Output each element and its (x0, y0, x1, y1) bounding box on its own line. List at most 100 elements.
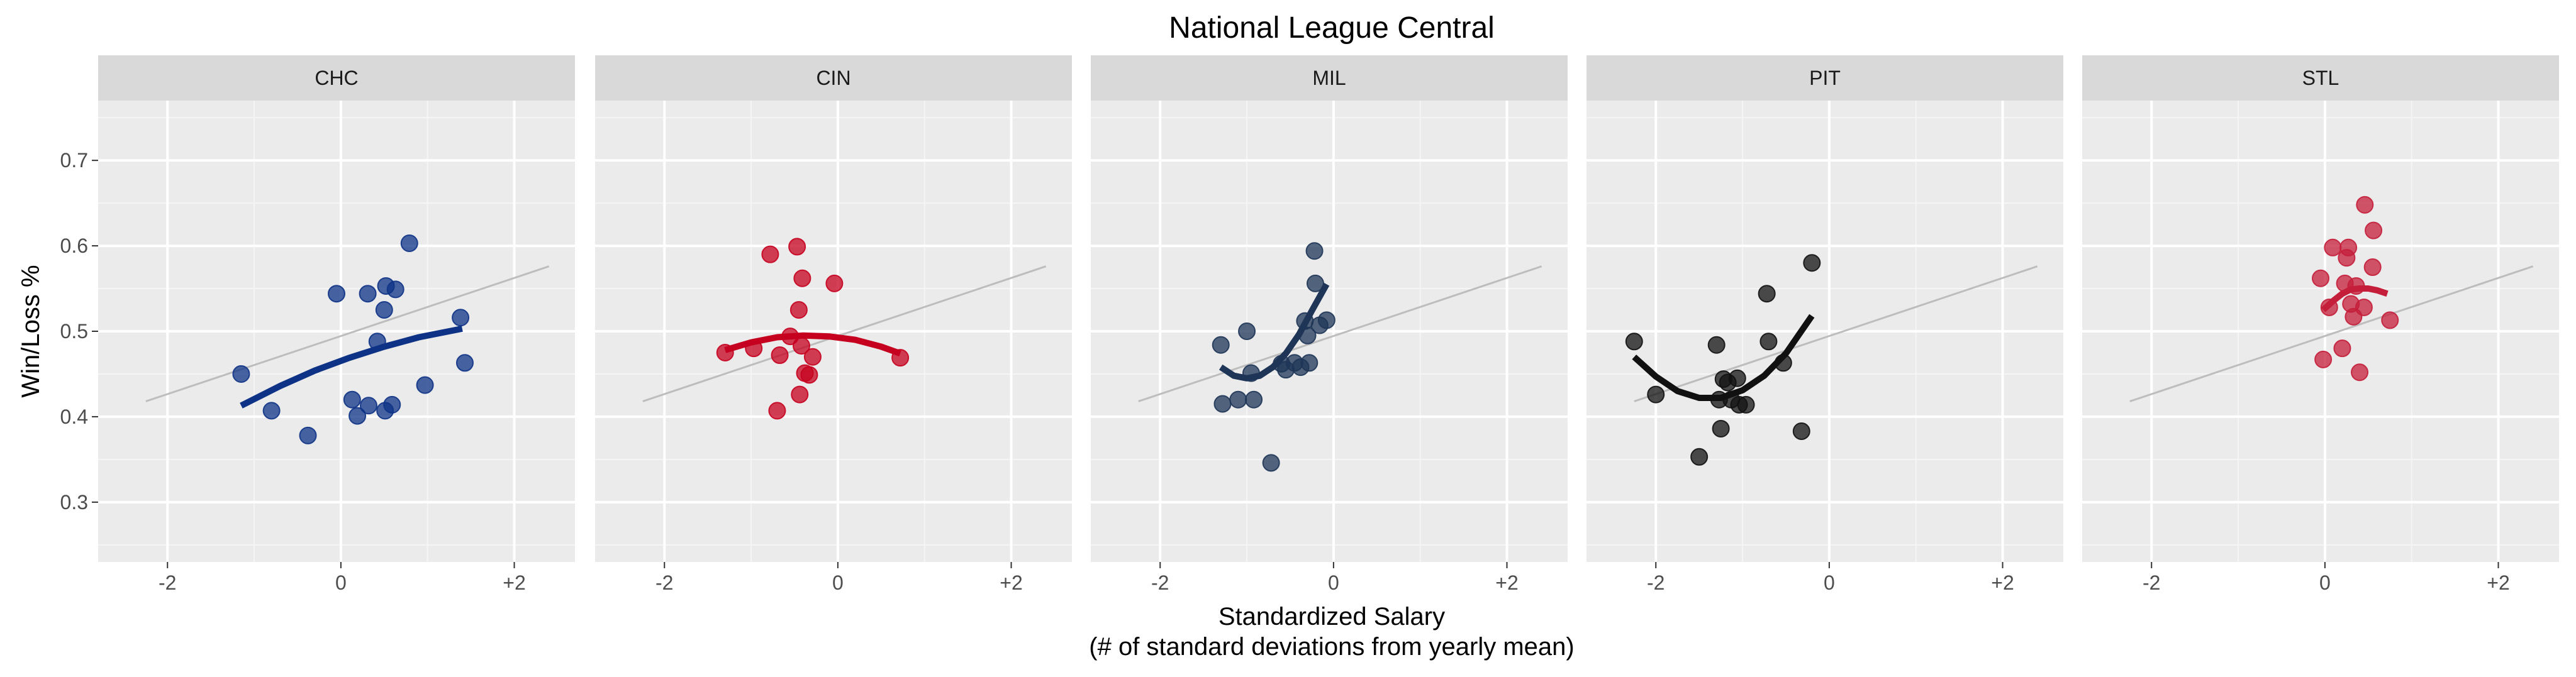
x-tick-label: +2 (503, 571, 525, 594)
x-tick-label: -2 (1647, 571, 1664, 594)
facet-mil: MIL -2 0 +2 (1091, 55, 1568, 594)
fit-curve (724, 332, 901, 357)
data-point (2351, 363, 2369, 382)
y-tick-label: 0.4 (60, 405, 88, 428)
data-point (1229, 390, 1247, 409)
x-tick-label: 0 (1328, 571, 1339, 594)
x-axis-title: Standardized Salary (1218, 603, 1445, 630)
data-point (1647, 385, 1665, 404)
data-point (1792, 422, 1810, 441)
facet-strip (1586, 55, 2063, 101)
data-point (2312, 269, 2329, 287)
fit-curve (1218, 282, 1330, 382)
data-point (386, 280, 404, 299)
data-point (825, 274, 844, 292)
x-tick-label: 0 (832, 571, 844, 594)
facet-strip-label: MIL (1312, 67, 1346, 89)
facet-chc: CHC -2 0 +2 (98, 55, 575, 594)
y-tick-label: 0.5 (60, 320, 88, 343)
data-point (455, 354, 474, 372)
data-point (1213, 395, 1232, 413)
data-point (2339, 238, 2358, 256)
fit-curve (2321, 285, 2389, 312)
data-point (1737, 395, 1755, 414)
data-point (1300, 354, 1319, 372)
data-point (299, 426, 317, 444)
data-point (771, 346, 789, 365)
facet-strip-label: CIN (816, 67, 850, 89)
facet-strip-label: STL (2302, 67, 2339, 89)
data-point (1728, 369, 1746, 387)
data-point (383, 395, 401, 414)
facet-pit: PIT -2 0 +2 (1586, 55, 2063, 594)
reference-line (1138, 265, 1542, 402)
chart-title: National League Central (1169, 11, 1495, 45)
data-point (1712, 419, 1730, 438)
data-point (788, 238, 806, 256)
data-point (791, 385, 809, 404)
y-tick-label: 0.6 (60, 234, 88, 257)
data-point (2365, 221, 2383, 239)
data-point (2355, 298, 2373, 316)
data-point (2324, 238, 2342, 256)
data-point (1317, 311, 1335, 329)
fit-curve (240, 325, 463, 409)
data-point (1245, 390, 1263, 409)
data-point (232, 365, 250, 383)
data-point (2356, 195, 2374, 214)
facet-strip (1091, 55, 1568, 101)
data-point (2314, 350, 2333, 368)
data-point (2363, 258, 2382, 277)
data-point (348, 407, 367, 425)
facet-stl: STL -2 0 +2 (2082, 55, 2559, 594)
data-point (793, 269, 811, 287)
y-tick-label: 0.7 (60, 149, 88, 172)
x-tick-label: -2 (159, 571, 176, 594)
reference-line (642, 265, 1047, 402)
facet-strip (595, 55, 1072, 101)
data-point (1707, 336, 1726, 354)
facet-strip-label: CHC (315, 67, 358, 89)
x-tick-label: +2 (1000, 571, 1022, 594)
data-point (1305, 242, 1324, 260)
x-tick-label: 0 (335, 571, 347, 594)
facet-cin: CIN -2 0 +2 (595, 55, 1072, 594)
data-point (1262, 454, 1280, 472)
data-point (400, 234, 418, 252)
y-axis: 0.3 0.4 0.5 0.6 0.7 (60, 149, 98, 514)
reference-line (2129, 265, 2534, 402)
data-point (1759, 333, 1778, 351)
x-tick-label: +2 (1495, 571, 1518, 594)
data-point (343, 390, 361, 409)
data-point (375, 301, 393, 319)
fit-curve (1632, 314, 1815, 401)
data-point (761, 245, 779, 263)
reference-line (1634, 265, 2038, 402)
data-point (1238, 322, 1256, 340)
y-tick-label: 0.3 (60, 491, 88, 514)
facet-strip (98, 55, 575, 101)
data-point (452, 309, 470, 327)
facet-panels: CHC -2 0 +2 CIN -2 0 +2 MIL -2 0 +2 PIT -2 0 +2 STL -2 0 +2 (98, 55, 2559, 594)
data-point (1690, 448, 1709, 466)
data-point (789, 301, 808, 319)
data-point (359, 285, 377, 303)
x-tick-label: -2 (655, 571, 673, 594)
reference-line (145, 265, 550, 402)
x-tick-label: -2 (2143, 571, 2160, 594)
facet-strip-label: PIT (1809, 67, 1841, 89)
data-point (1212, 336, 1230, 354)
data-point (1803, 254, 1821, 272)
data-point (2381, 311, 2399, 329)
data-point (1625, 333, 1643, 351)
data-point (1758, 285, 1776, 303)
data-point (416, 376, 434, 394)
y-axis-title: Win/Loss % (17, 265, 45, 397)
data-point (803, 348, 822, 366)
x-axis-subtitle: (# of standard deviations from yearly me… (1089, 633, 1574, 661)
data-point (359, 397, 377, 415)
data-point (262, 402, 281, 420)
data-point (800, 366, 818, 384)
facet-strip (2082, 55, 2559, 101)
